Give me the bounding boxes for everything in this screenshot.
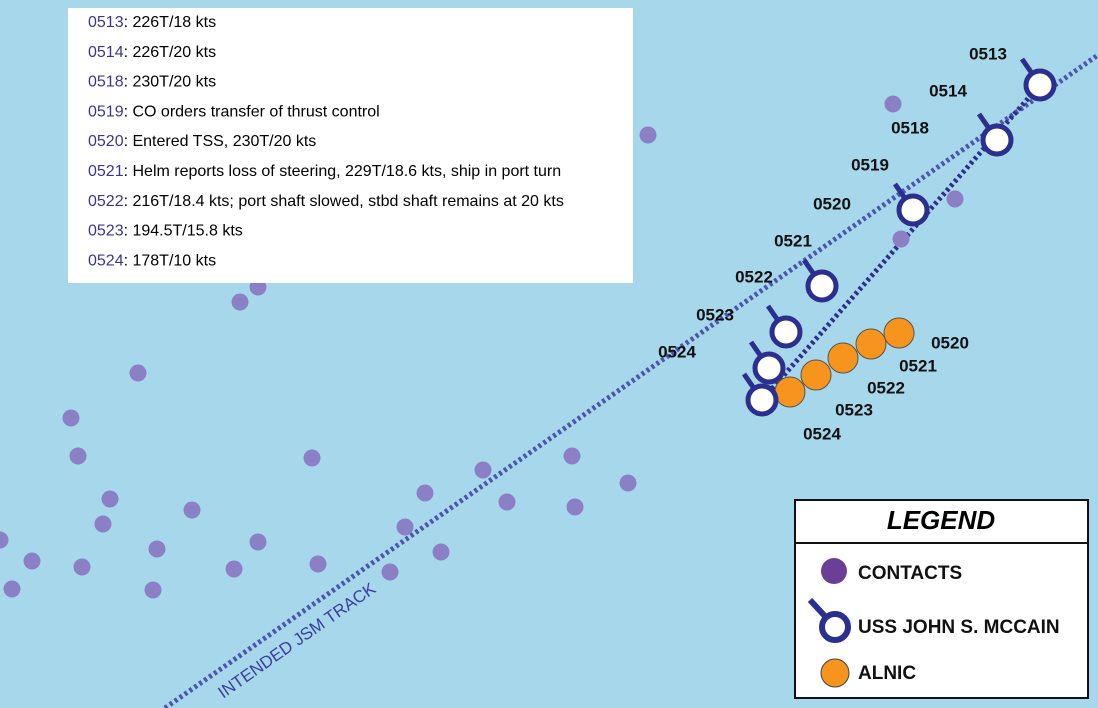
ship-position	[896, 193, 930, 227]
ship-time-label: 0513	[969, 44, 1007, 63]
ship-time-label: 0521	[774, 231, 812, 250]
ship-position	[769, 315, 803, 349]
timeline-time: 0514	[88, 44, 124, 61]
ship-position	[1023, 68, 1057, 102]
contact	[892, 230, 910, 248]
contacts	[0, 95, 964, 599]
timeline-entry: 0521: Helm reports loss of steering, 229…	[88, 163, 561, 180]
contact	[62, 409, 80, 427]
alnic-position	[827, 342, 859, 374]
legend-alnic-icon	[820, 658, 850, 688]
alnic-positions	[774, 317, 915, 408]
alnic-time-label: 0522	[867, 378, 905, 397]
contact	[249, 533, 267, 551]
ship-time-label: 0520	[813, 194, 851, 213]
contact	[101, 490, 119, 508]
contact	[225, 560, 243, 578]
legend-item: ALNIC	[858, 663, 916, 684]
contact	[303, 449, 321, 467]
timeline-time: 0523	[88, 223, 124, 240]
contact	[884, 95, 902, 113]
timeline-text: : 226T/20 kts	[124, 44, 217, 61]
legend-title: LEGEND	[887, 505, 996, 535]
contact	[69, 447, 87, 465]
legend-item: CONTACTS	[858, 563, 962, 584]
contact	[566, 498, 584, 516]
alnic-position	[883, 317, 915, 349]
alnic-time-label: 0520	[931, 333, 969, 352]
timeline-text: : 194.5T/15.8 kts	[124, 223, 243, 240]
ship-position	[752, 351, 786, 385]
contact	[474, 461, 492, 479]
timeline-text: : Helm reports loss of steering, 229T/18…	[124, 163, 562, 180]
alnic-position	[774, 376, 806, 408]
timeline-entry: 0518: 230T/20 kts	[88, 74, 216, 91]
contact	[129, 364, 147, 382]
alnic-time-label: 0524	[803, 424, 841, 443]
contact	[23, 552, 41, 570]
contact	[639, 126, 657, 144]
contact	[381, 563, 399, 581]
ship-time-label: 0523	[696, 305, 734, 324]
timeline-entry: 0513: 226T/18 kts	[88, 14, 216, 31]
alnic-position	[800, 359, 832, 391]
contact	[309, 555, 327, 573]
timeline-time: 0513	[88, 14, 124, 31]
timeline-entry: 0520: Entered TSS, 230T/20 kts	[88, 133, 316, 150]
timeline-entry: 0523: 194.5T/15.8 kts	[88, 223, 243, 240]
contact	[416, 484, 434, 502]
timeline-box	[68, 8, 633, 283]
alnic-time-label: 0521	[899, 356, 937, 375]
ship-time-label: 0514	[929, 81, 967, 100]
timeline-time: 0522	[88, 193, 124, 210]
legend-ship-icon	[819, 611, 851, 643]
contact	[946, 190, 964, 208]
ship-position	[745, 383, 779, 417]
timeline-text: : 230T/20 kts	[124, 74, 217, 91]
ship-time-label: 0518	[891, 118, 929, 137]
ship-position	[980, 123, 1014, 157]
ship-time-label: 0522	[735, 267, 773, 286]
contact	[148, 540, 166, 558]
contact	[231, 293, 249, 311]
alnic-time-label: 0523	[835, 400, 873, 419]
timeline-entry: 0514: 226T/20 kts	[88, 44, 216, 61]
contact	[94, 515, 112, 533]
legend-item: USS JOHN S. MCCAIN	[858, 617, 1060, 638]
contact	[619, 474, 637, 492]
contact	[396, 518, 414, 536]
ship-positions	[741, 57, 1057, 417]
timeline-time: 0521	[88, 163, 124, 180]
timeline-entry: 0524: 178T/10 kts	[88, 253, 216, 270]
timeline-text: : CO orders transfer of thrust control	[124, 104, 380, 121]
intended-track	[163, 52, 1098, 708]
contact	[73, 558, 91, 576]
timeline-time: 0518	[88, 74, 124, 91]
timeline-time: 0520	[88, 133, 124, 150]
legend-contact-icon	[821, 558, 847, 584]
timeline-entry: 0522: 216T/18.4 kts; port shaft slowed, …	[88, 193, 564, 210]
timeline-text: : 216T/18.4 kts; port shaft slowed, stbd…	[124, 193, 564, 210]
timeline-entry: 0519: CO orders transfer of thrust contr…	[88, 104, 380, 121]
contact	[183, 501, 201, 519]
contact	[144, 581, 162, 599]
timeline-time: 0524	[88, 253, 124, 270]
ship-position	[805, 269, 839, 303]
ship-time-label: 0524	[658, 342, 696, 361]
contact	[432, 543, 450, 561]
alnic-position	[855, 328, 887, 360]
timeline-text: : Entered TSS, 230T/20 kts	[124, 133, 317, 150]
ship-time-label: 0519	[851, 155, 889, 174]
contact	[563, 447, 581, 465]
contact	[0, 531, 9, 549]
timeline-text: : 178T/10 kts	[124, 253, 217, 270]
timeline-text: : 226T/18 kts	[124, 14, 217, 31]
timeline-time: 0519	[88, 104, 124, 121]
contact	[3, 580, 21, 598]
contact	[498, 493, 516, 511]
